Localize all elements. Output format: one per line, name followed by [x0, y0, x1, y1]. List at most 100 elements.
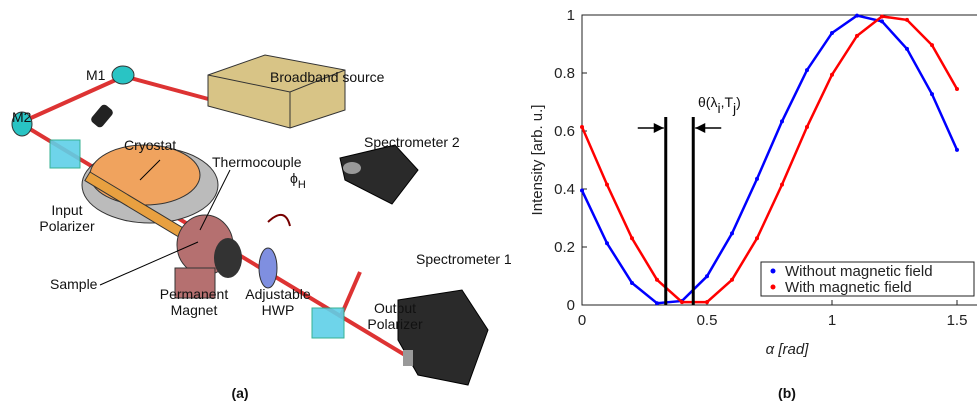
setup-diagram: ϕH (a) — [11, 54, 489, 401]
diagram-label: Input — [51, 202, 82, 218]
point — [755, 236, 759, 241]
point — [605, 241, 609, 246]
diagram-label: Output — [374, 300, 416, 316]
spectrometer-1-port — [403, 350, 413, 366]
point — [805, 124, 809, 129]
spectrometer-2-port — [343, 162, 361, 174]
point — [880, 14, 884, 19]
input-polarizer — [49, 139, 81, 169]
diagram-label: HWP — [262, 302, 295, 318]
point — [605, 182, 609, 187]
y-tick-label: 0.4 — [554, 181, 575, 198]
series-line — [580, 14, 959, 305]
broadband-source — [207, 54, 346, 129]
point — [580, 188, 584, 193]
diagram-label: Spectrometer 1 — [416, 251, 512, 267]
x-tick-label: 0.5 — [697, 312, 718, 329]
point — [655, 277, 659, 282]
point — [680, 300, 684, 305]
diagram-label: M2 — [12, 109, 32, 125]
chart: (b) α [rad] Intensity [arb. u.] θ(λi,Tj)… — [529, 7, 977, 401]
annotation-part: θ(λ — [698, 94, 717, 110]
diagram-label: Thermocouple — [212, 154, 302, 170]
spectrometer-1 — [397, 289, 489, 386]
point — [830, 30, 834, 35]
point — [855, 33, 859, 38]
point — [930, 43, 934, 48]
phi-subscript: H — [298, 179, 306, 191]
point — [930, 92, 934, 97]
point — [955, 147, 959, 152]
diagram-label: M1 — [86, 67, 106, 83]
point — [705, 274, 709, 279]
caption-a: (a) — [231, 385, 248, 401]
diagram-label: Permanent — [160, 286, 229, 302]
leader — [139, 159, 161, 181]
point — [780, 119, 784, 124]
y-axis-label: Intensity [arb. u.] — [529, 105, 546, 216]
annotation-part: ) — [736, 94, 741, 110]
point — [880, 19, 884, 24]
annotation-sub: i — [717, 100, 720, 116]
point — [905, 46, 909, 51]
caption-b: (b) — [778, 385, 796, 401]
annotation-part: ,T — [721, 94, 734, 110]
point — [780, 182, 784, 187]
legend-label: Without magnetic field — [785, 263, 933, 280]
phi-h: ϕH — [290, 170, 306, 191]
thermocouple-plug — [91, 104, 113, 128]
x-axis-label: α [rad] — [766, 341, 810, 358]
legend-box — [760, 261, 975, 297]
point — [705, 300, 709, 305]
point — [905, 17, 909, 22]
legend-marker — [770, 268, 776, 274]
point — [830, 72, 834, 77]
y-tick-label: 1 — [567, 7, 575, 24]
beam — [21, 76, 121, 124]
point — [955, 86, 959, 91]
diagram-label: Polarizer — [39, 218, 95, 234]
point — [630, 280, 634, 285]
spectrometer-2 — [339, 144, 419, 205]
diagram-label: Adjustable — [245, 286, 311, 302]
point — [730, 277, 734, 282]
magnet-ring — [214, 238, 242, 278]
y-tick-label: 0.2 — [554, 239, 575, 256]
diagram-label: Magnet — [171, 302, 218, 318]
phi-symbol: ϕ — [290, 170, 298, 186]
y-tick-label: 0.8 — [554, 65, 575, 82]
legend-marker — [770, 284, 776, 290]
diagram-label: Broadband source — [270, 69, 385, 85]
hwp — [258, 247, 278, 289]
arrow-head — [653, 123, 664, 133]
point — [630, 236, 634, 241]
point — [855, 13, 859, 18]
rotation-arrow — [267, 214, 291, 227]
diagram-label: Sample — [50, 276, 98, 292]
mirror-m2 — [11, 111, 33, 137]
series-line — [580, 15, 959, 304]
x-tick-label: 0 — [578, 312, 586, 329]
diagram-label: Spectrometer 2 — [364, 134, 460, 150]
diagram-label: Cryostat — [124, 137, 176, 153]
beam — [122, 74, 213, 102]
legend-label: With magnetic field — [785, 279, 912, 296]
annotation: θ(λi,Tj) — [698, 94, 741, 116]
y-tick-label: 0.6 — [554, 123, 575, 140]
axes-frame — [581, 14, 977, 306]
leader — [99, 241, 199, 286]
magnet-base — [174, 267, 216, 299]
x-tick-label: 1 — [828, 312, 836, 329]
point — [755, 176, 759, 181]
output-polarizer — [311, 307, 345, 339]
arrow-head — [695, 123, 706, 133]
point — [655, 301, 659, 306]
diagram-label: Polarizer — [367, 316, 423, 332]
point — [805, 68, 809, 73]
y-tick-label: 0 — [567, 297, 575, 314]
point — [580, 124, 584, 129]
leader — [199, 169, 231, 231]
point — [730, 231, 734, 236]
